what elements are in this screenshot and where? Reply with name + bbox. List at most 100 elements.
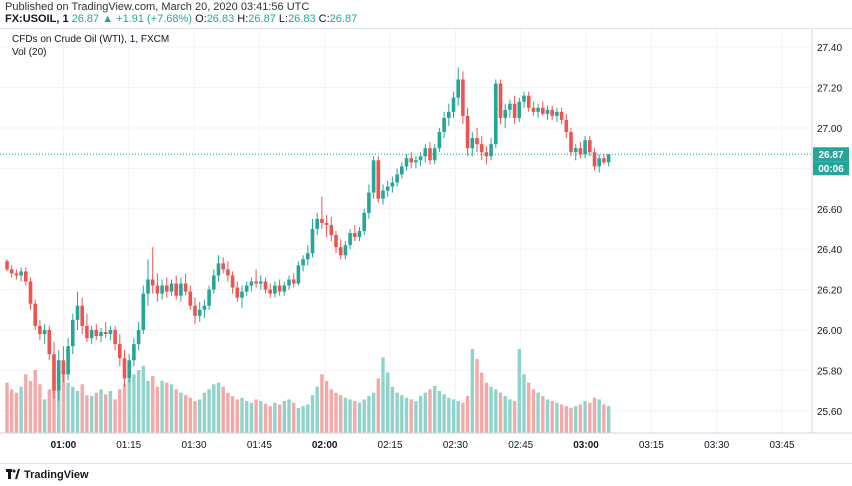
volume-bar <box>334 392 338 433</box>
volume-bar <box>66 382 70 433</box>
candle-body <box>301 259 305 266</box>
candle-body <box>376 160 381 199</box>
volume-bar <box>569 407 573 433</box>
volume-bar <box>376 378 380 433</box>
volume-bar <box>24 374 28 433</box>
candle-body <box>522 95 526 102</box>
volume-bar <box>357 402 362 433</box>
price-chart[interactable]: 27.4027.2027.0026.8026.6026.4026.2026.00… <box>0 29 852 463</box>
volume-bar <box>559 404 564 433</box>
volume-bar <box>80 384 84 433</box>
candle-body <box>545 109 550 114</box>
candle-body <box>357 231 362 238</box>
candle-body <box>160 285 164 294</box>
candle-body <box>432 148 437 161</box>
tradingview-logo-icon[interactable] <box>6 469 20 481</box>
volume-bar <box>263 403 268 433</box>
candle-body <box>89 329 94 339</box>
candle-body <box>423 148 428 157</box>
volume-bar <box>531 389 536 433</box>
countdown-tag <box>813 161 849 176</box>
volume-bar <box>442 394 446 433</box>
volume-bar <box>588 402 592 433</box>
volume-bar <box>447 397 451 433</box>
volume-bar <box>475 359 479 433</box>
candle-body <box>146 279 150 294</box>
close-label: C: <box>318 13 330 25</box>
price-axis: 27.4027.2027.0026.8026.6026.4026.2026.00… <box>811 29 842 433</box>
volume-bar <box>578 404 583 433</box>
candlestick-series <box>5 67 611 401</box>
volume-bar <box>348 399 352 433</box>
volume-bar <box>423 392 427 433</box>
candle-body <box>400 166 404 175</box>
volume-bar <box>118 389 122 433</box>
candle-body <box>498 83 503 118</box>
volume-bar <box>329 389 333 433</box>
candle-body <box>569 132 573 153</box>
candle-body <box>122 358 127 379</box>
volume-bar <box>494 389 498 433</box>
candle-body <box>475 138 479 145</box>
candle-body <box>66 346 70 375</box>
volume-bar <box>277 404 282 433</box>
candle-body <box>85 325 89 339</box>
countdown-tag-label: 00:06 <box>818 164 844 175</box>
candle-body <box>343 245 348 256</box>
volume-bar <box>296 407 301 433</box>
volume-bar <box>14 392 19 433</box>
candle-body <box>494 83 498 145</box>
tradingview-brand[interactable]: TradingView <box>24 469 89 481</box>
x-tick-label: 01:15 <box>116 440 141 451</box>
y-tick-label: 25.60 <box>817 407 842 418</box>
candle-body <box>371 160 376 193</box>
low-label: L: <box>278 13 289 25</box>
candle-body <box>94 329 99 337</box>
volume-bar <box>508 399 512 433</box>
volume-bar <box>33 370 37 433</box>
volume-bar <box>386 372 390 433</box>
chart-footer: TradingView <box>0 463 852 486</box>
candle-body <box>583 140 587 155</box>
volume-bar <box>273 402 277 433</box>
volume-bar <box>94 392 98 433</box>
volume-bar <box>165 382 169 433</box>
candle-body <box>19 271 23 276</box>
candle-body <box>42 329 47 335</box>
chart-legend-title[interactable]: CFDs on Crude Oil (WTI), 1, FXCM <box>12 34 170 45</box>
volume-bar <box>461 402 465 433</box>
published-info: Published on TradingView.com, March 20, … <box>5 1 310 13</box>
chart-grid <box>0 29 812 433</box>
candle-body <box>169 283 174 292</box>
volume-bar <box>19 386 23 433</box>
candle-body <box>61 360 66 375</box>
y-tick-label: 26.00 <box>817 326 842 337</box>
candle-body <box>136 329 141 345</box>
candle-body <box>456 79 460 98</box>
candle-body <box>141 293 146 330</box>
symbol-label[interactable]: FX:USOIL, 1 <box>5 13 69 25</box>
candle-body <box>597 158 601 167</box>
candle-body <box>489 144 493 157</box>
candle-body <box>240 291 244 298</box>
candle-body <box>249 281 254 286</box>
volume-bar <box>428 389 432 433</box>
volume-bar <box>592 397 597 433</box>
volume-bar <box>216 382 221 433</box>
volume-bar <box>564 406 568 433</box>
volume-bar <box>536 392 540 433</box>
volume-bar <box>89 396 94 433</box>
candle-body <box>212 275 216 290</box>
volume-bar <box>10 389 14 433</box>
last-price-tag-label: 26.87 <box>818 150 843 161</box>
candle-body <box>221 263 225 270</box>
candle-body <box>80 305 84 326</box>
volume-bar <box>418 396 423 433</box>
candle-body <box>174 283 178 296</box>
x-tick-label: 02:45 <box>508 440 533 451</box>
volume-legend[interactable]: Vol (20) <box>12 47 47 58</box>
candle-body <box>296 265 301 284</box>
candle-body <box>404 158 409 167</box>
volume-bar <box>268 406 272 433</box>
candle-body <box>329 224 334 236</box>
